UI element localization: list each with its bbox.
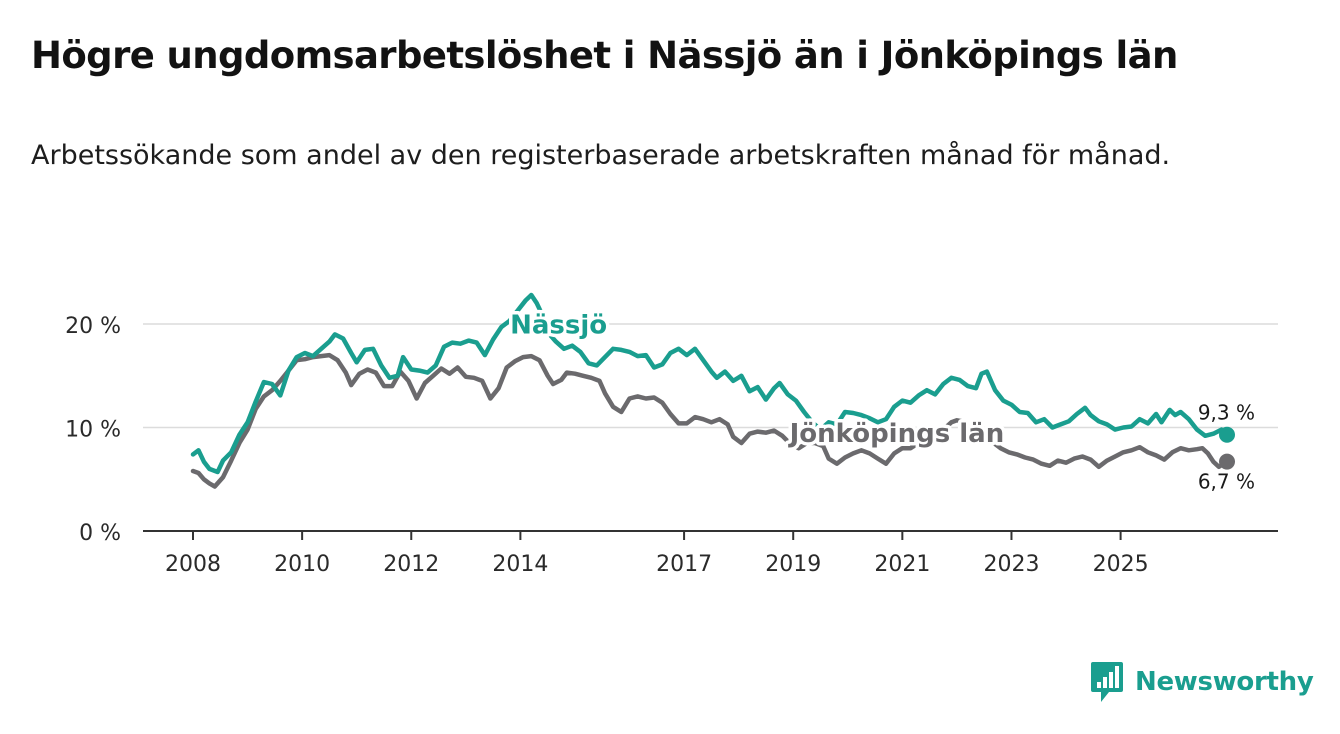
end-value-label: 6,7 % <box>1198 470 1255 494</box>
end-point <box>1219 426 1235 443</box>
series-line-lan <box>190 352 1230 489</box>
chart-title: Högre ungdomsarbetslöshet i Nässjö än i … <box>31 34 1178 77</box>
y-tick-label: 20 % <box>65 314 121 339</box>
x-axis: 2008 2010 2012 2014 2017 2019 2021 2023 2025 <box>143 530 1278 577</box>
newsworthy-logo: Newsworthy <box>1089 660 1314 704</box>
x-tick-label: 2017 <box>656 552 712 577</box>
chart-subtitle: Arbetssökande som andel av den registerb… <box>31 140 1171 171</box>
x-tick-label: 2021 <box>874 552 930 577</box>
series-label: Nässjö <box>510 310 607 340</box>
brand-name: Newsworthy <box>1135 667 1314 697</box>
y-tick-label: 0 % <box>79 521 121 546</box>
x-tick-label: 2010 <box>274 552 330 577</box>
x-tick-label: 2008 <box>165 552 221 577</box>
x-tick-label: 2012 <box>383 552 439 577</box>
y-tick-label: 10 % <box>65 418 121 443</box>
end-value-label: 9,3 % <box>1198 401 1255 425</box>
x-tick-label: 2014 <box>492 552 548 577</box>
x-tick-label: 2025 <box>1093 552 1149 577</box>
series-label: Jönköpings län <box>788 419 1005 449</box>
series-layer <box>190 292 1235 489</box>
end-point <box>1219 453 1235 470</box>
x-tick-label: 2023 <box>983 552 1039 577</box>
series-line-nassjo <box>190 292 1230 475</box>
bar-chart-logo-icon <box>1091 662 1123 702</box>
series-labels: Nässjö Jönköpings län 9,3 % 6,7 % <box>507 307 1258 496</box>
x-tick-label: 2019 <box>765 552 821 577</box>
grid-layer: 0 % 10 % 20 % <box>65 314 1278 546</box>
